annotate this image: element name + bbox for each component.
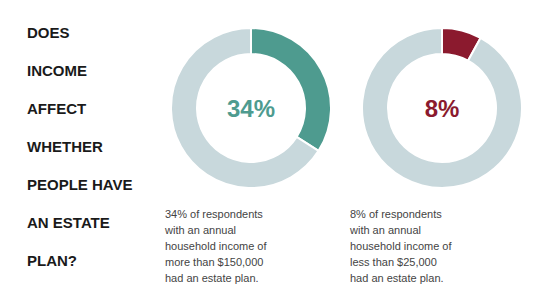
svg-text:8%: 8% [425,95,460,122]
svg-text:34%: 34% [227,95,275,122]
svg-text:AN ESTATE: AN ESTATE [27,214,110,231]
svg-text:with an annual: with an annual [349,224,421,236]
svg-text:more than $150,000: more than $150,000 [165,256,263,268]
svg-text:PEOPLE HAVE: PEOPLE HAVE [27,176,133,193]
svg-text:AFFECT: AFFECT [27,100,86,117]
svg-text:had an estate plan.: had an estate plan. [350,272,444,284]
svg-text:8% of respondents: 8% of respondents [350,208,442,220]
svg-text:WHETHER: WHETHER [27,138,103,155]
svg-text:34% of respondents: 34% of respondents [165,208,263,220]
svg-text:had an estate plan.: had an estate plan. [165,272,259,284]
svg-text:INCOME: INCOME [27,62,87,79]
svg-text:with an annual: with an annual [164,224,236,236]
svg-text:household income of: household income of [165,240,267,252]
svg-text:PLAN?: PLAN? [27,252,77,269]
svg-text:DOES: DOES [27,24,70,41]
svg-text:household income of: household income of [350,240,452,252]
svg-text:less than $25,000: less than $25,000 [350,256,437,268]
